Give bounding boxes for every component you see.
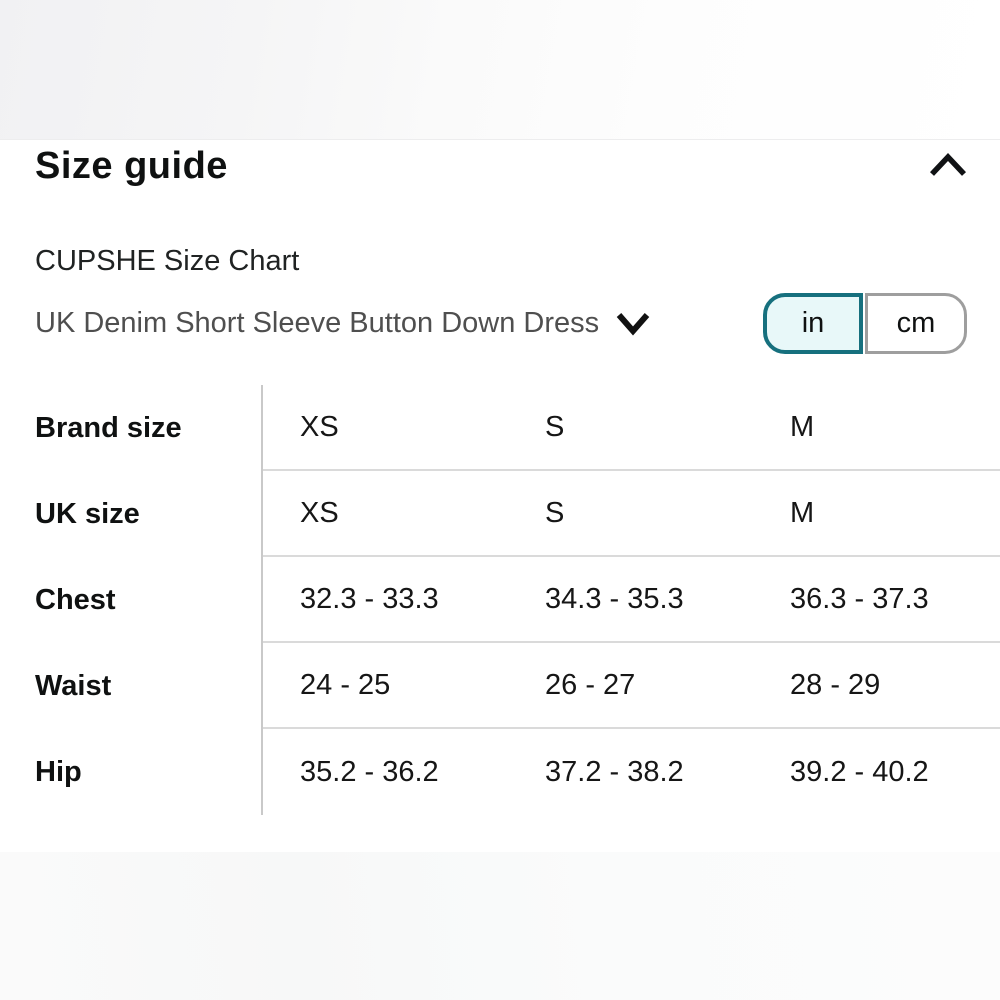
row-value: XS	[263, 385, 508, 471]
row-value: M	[753, 385, 1000, 471]
brand-chart-title: CUPSHE Size Chart	[35, 245, 300, 277]
row-value: XS	[263, 471, 508, 557]
chevron-down-icon	[615, 310, 651, 336]
size-table: Brand size XS S M UK size XS S M Chest 32.3 - 33.…	[0, 385, 1000, 815]
row-label: UK size	[0, 471, 263, 557]
row-value: 24 - 25	[263, 643, 508, 729]
row-value: S	[508, 471, 753, 557]
row-value: 35.2 - 36.2	[300, 755, 439, 788]
table-row: Chest 32.3 - 33.3 34.3 - 35.3 36.3 - 37.3	[0, 557, 1000, 643]
blurred-background-top	[0, 0, 1000, 140]
row-value: 39.2 - 40.2	[790, 755, 929, 788]
row-value: 37.2 - 38.2	[545, 755, 684, 788]
row-value: 26 - 27	[508, 643, 753, 729]
row-value: S	[508, 385, 753, 471]
row-value: 36.3 - 37.3	[753, 557, 1000, 643]
row-value: 32.3 - 33.3	[263, 557, 508, 643]
table-row: Brand size XS S M	[0, 385, 1000, 471]
product-dropdown-value: UK Denim Short Sleeve Button Down Dress	[35, 306, 600, 339]
row-label: Hip	[0, 729, 263, 815]
row-label: Brand size	[0, 385, 263, 471]
unit-cm-button[interactable]: cm	[865, 292, 967, 354]
unit-toggle: in cm	[763, 292, 967, 354]
selector-row: UK Denim Short Sleeve Button Down Dress …	[0, 290, 1000, 356]
table-row: UK size XS S M	[0, 471, 1000, 557]
row-value: 28 - 29	[753, 643, 1000, 729]
row-value: 34.3 - 35.3	[508, 557, 753, 643]
chevron-up-icon	[926, 150, 970, 182]
row-label: Waist	[0, 643, 263, 729]
row-label: Chest	[0, 557, 263, 643]
size-guide-sheet: Size guide CUPSHE Size Chart UK Denim Sh…	[0, 140, 1000, 852]
table-row: Hip 35.2 - 36.2 37.2 - 38.2 39.2 - 40.2	[0, 729, 1000, 815]
collapse-button[interactable]	[922, 144, 974, 188]
table-row: Waist 24 - 25 26 - 27 28 - 29	[0, 643, 1000, 729]
row-value: M	[753, 471, 1000, 557]
blurred-background-bottom	[0, 852, 1000, 1000]
product-dropdown[interactable]: UK Denim Short Sleeve Button Down Dress	[35, 307, 651, 340]
page-title: Size guide	[35, 145, 228, 187]
unit-in-button[interactable]: in	[763, 292, 863, 354]
